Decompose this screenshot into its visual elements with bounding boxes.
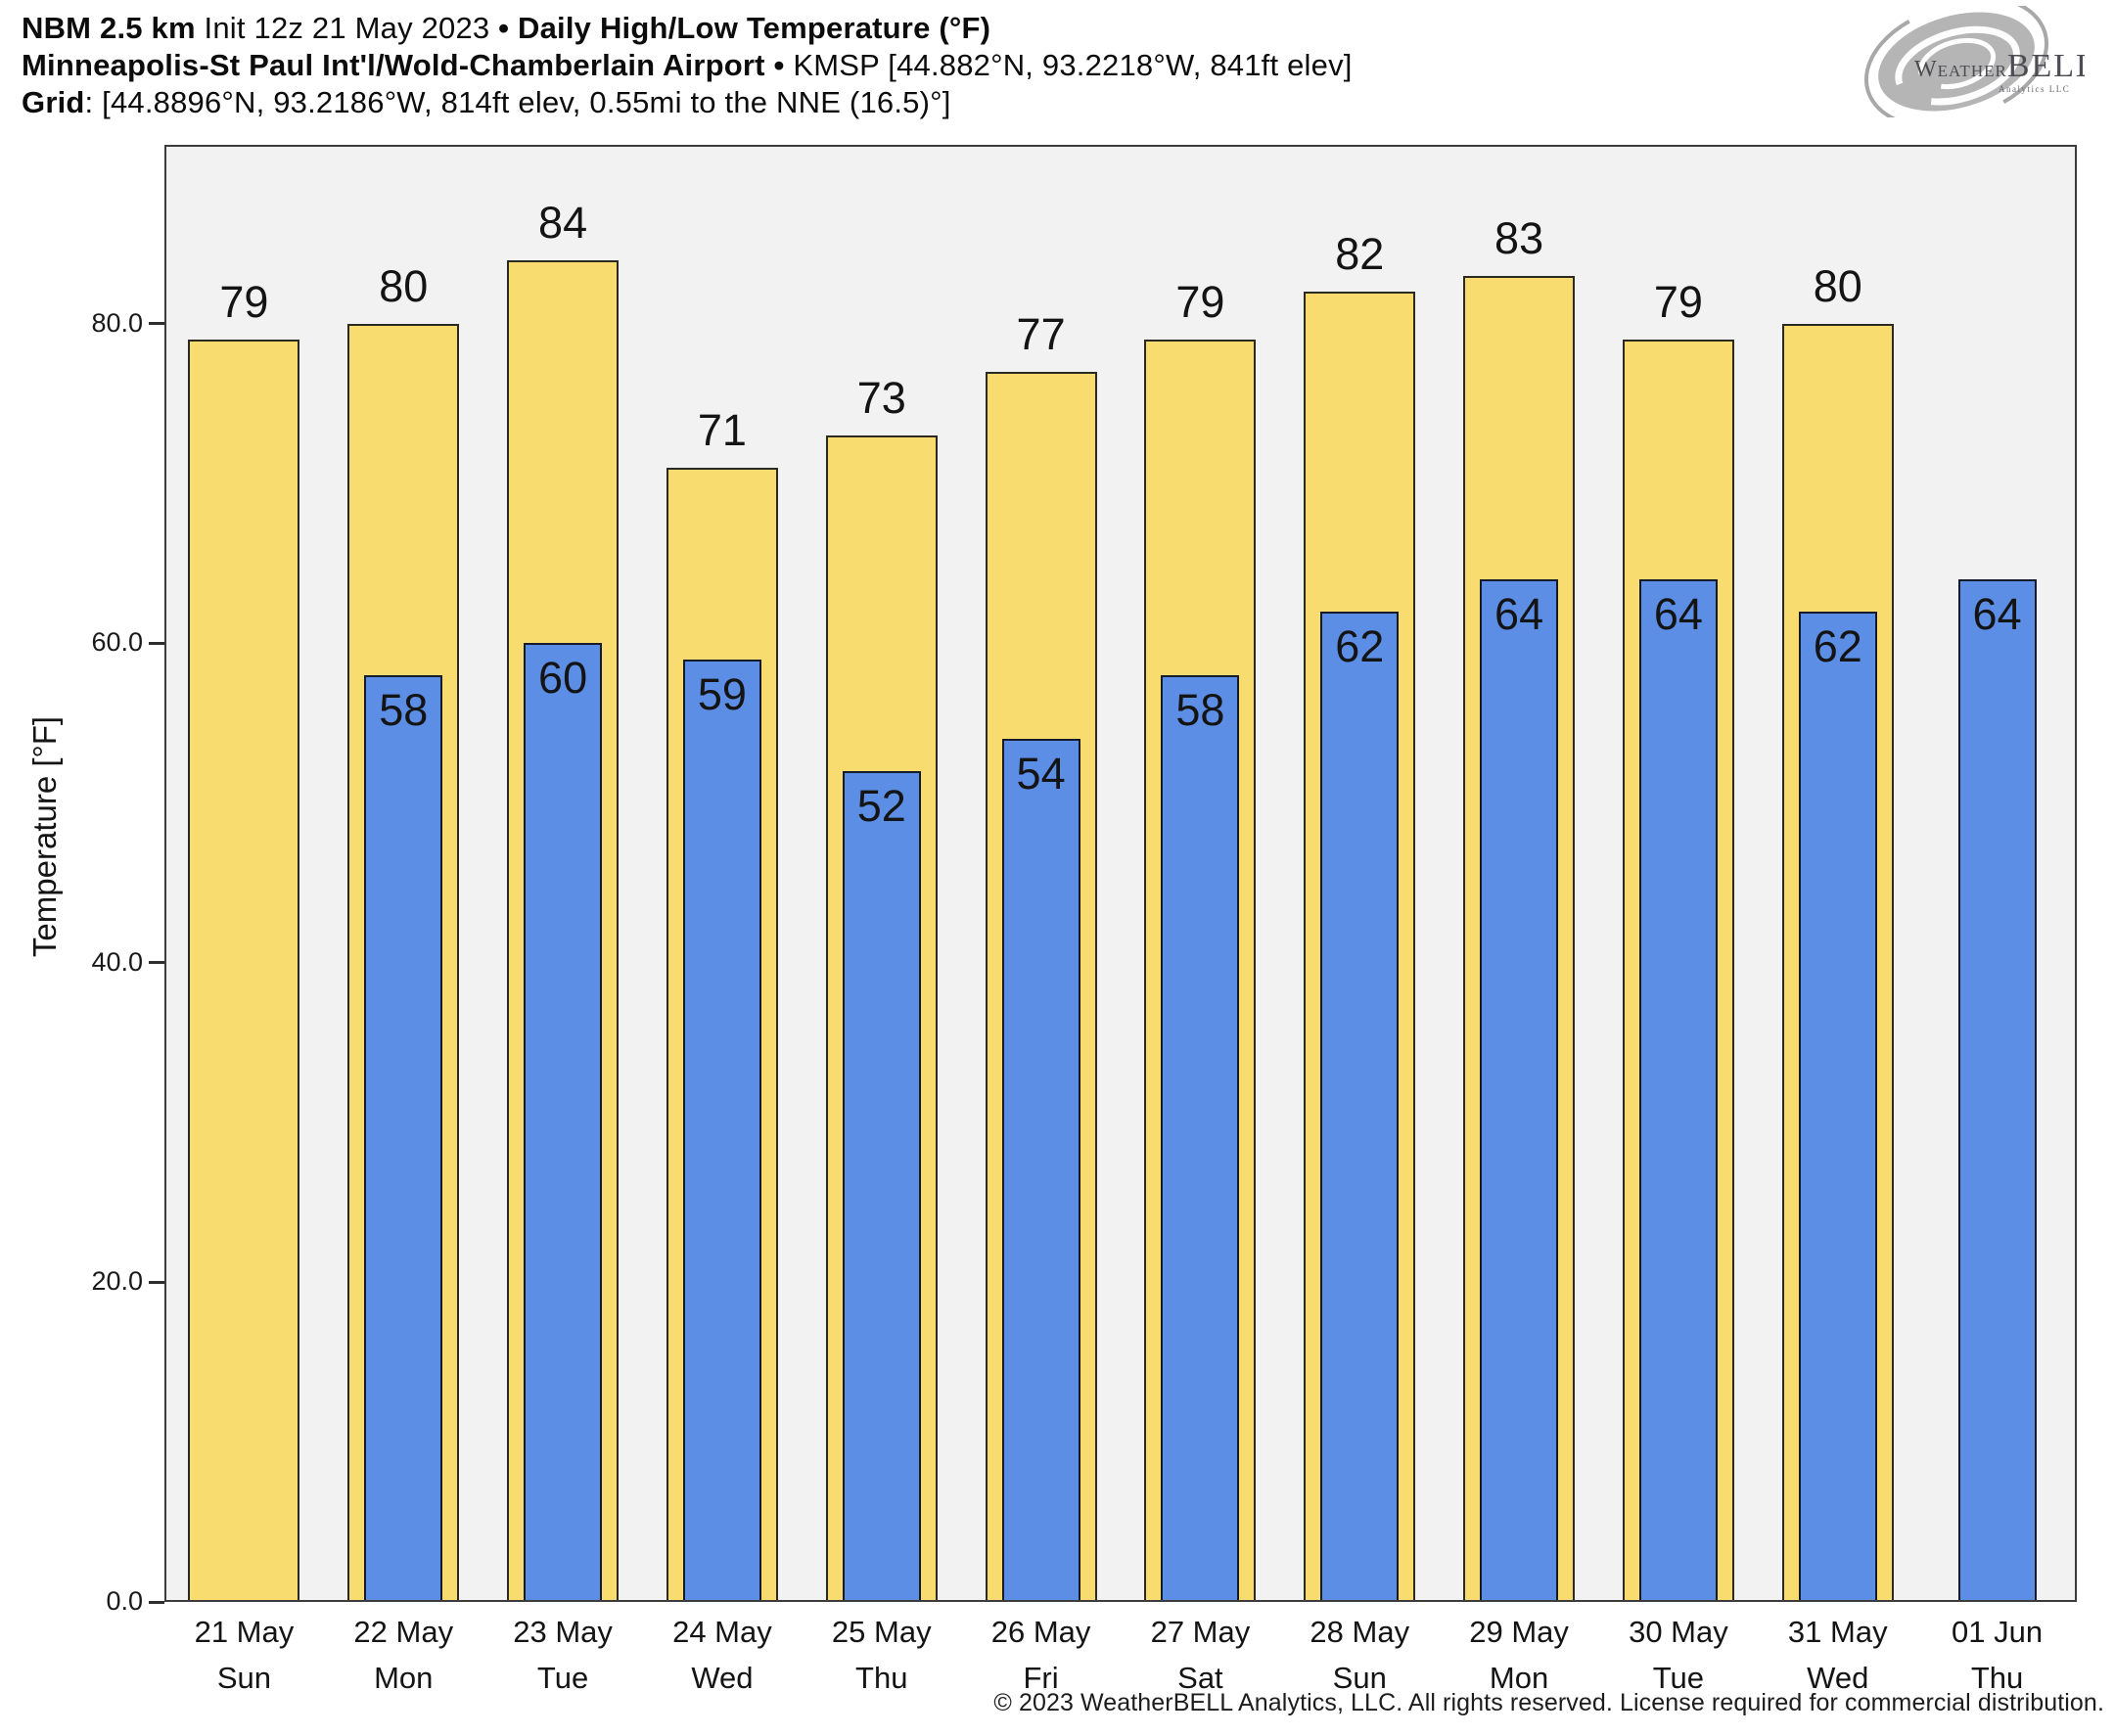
init-time: Init 12z 21 May 2023: [195, 11, 499, 45]
x-axis-date-label: 26 May: [990, 1615, 1091, 1649]
low-value-label: 58: [1175, 685, 1225, 736]
low-value-label: 64: [1494, 589, 1544, 640]
x-axis-date-label: 25 May: [831, 1615, 932, 1649]
x-axis-date-label: 23 May: [513, 1615, 613, 1649]
x-axis-date-label: 31 May: [1787, 1615, 1888, 1649]
y-tick-mark: [149, 1600, 164, 1604]
x-axis-date-label: 24 May: [672, 1615, 772, 1649]
model-name: NBM 2.5 km: [22, 11, 196, 45]
x-axis-date-label: 22 May: [353, 1615, 454, 1649]
x-axis-day-label: Fri: [1023, 1661, 1059, 1695]
hurricane-swirl-icon: [1863, 6, 2049, 117]
high-value-label: 79: [1175, 277, 1225, 328]
high-value-label: 73: [856, 373, 906, 424]
low-bar: [1161, 675, 1240, 1602]
low-bar: [842, 771, 921, 1602]
separator-dot: •: [764, 48, 794, 82]
y-tick-label: 60.0: [91, 627, 143, 658]
y-axis-title: Temperature [°F]: [26, 715, 63, 958]
low-bar: [364, 675, 443, 1602]
copyright-notice: © 2023 WeatherBELL Analytics, LLC. All r…: [993, 1689, 2104, 1716]
header-line-3: Grid: [44.8896°N, 93.2186°W, 814ft elev,…: [22, 84, 951, 121]
y-tick-label: 20.0: [91, 1266, 143, 1297]
weatherbell-logo: WeatherBELL Analytics LLC: [1863, 6, 2085, 117]
y-tick-mark: [149, 961, 164, 965]
low-value-label: 62: [1335, 620, 1385, 671]
low-value-label: 64: [1653, 589, 1703, 640]
x-axis-date-label: 01 Jun: [1952, 1615, 2044, 1649]
high-value-label: 82: [1335, 229, 1385, 280]
logo-text-weather: WeatherBELL: [1914, 48, 2085, 84]
x-axis-date-label: 27 May: [1150, 1615, 1251, 1649]
x-axis-day-label: Sun: [216, 1661, 271, 1695]
grid-details: : [44.8896°N, 93.2186°W, 814ft elev, 0.5…: [84, 85, 951, 119]
x-axis-day-label: Mon: [374, 1661, 434, 1695]
separator-dot: •: [498, 11, 510, 45]
header-line-1: NBM 2.5 km Init 12z 21 May 2023 • Daily …: [22, 10, 990, 47]
y-tick-mark: [149, 641, 164, 645]
y-tick-mark: [149, 322, 164, 326]
high-value-label: 77: [1016, 308, 1066, 359]
x-axis-day-label: Tue: [1652, 1661, 1705, 1695]
x-axis-day-label: Sat: [1177, 1661, 1223, 1695]
high-value-label: 79: [219, 277, 269, 328]
y-tick-mark: [149, 1280, 164, 1284]
low-bar: [682, 659, 761, 1602]
low-value-label: 59: [697, 668, 747, 719]
low-bar: [1638, 579, 1718, 1602]
low-value-label: 54: [1016, 749, 1066, 799]
plot-area: 79 80 58 84 60 71 59 73 52 77 54 79 58 82 62 83 64 79 64 80…: [164, 145, 2077, 1602]
logo-text-analytics: Analytics LLC: [1999, 84, 2070, 94]
x-axis-day-label: Mon: [1489, 1661, 1549, 1695]
high-bar: [188, 340, 300, 1602]
grid-label: Grid: [22, 85, 85, 119]
header-line-2: Minneapolis-St Paul Int'l/Wold-Chamberla…: [22, 47, 1353, 84]
y-tick-label: 40.0: [91, 946, 143, 977]
high-value-label: 71: [697, 404, 747, 455]
low-bar: [1320, 611, 1400, 1602]
low-bar: [524, 643, 603, 1602]
x-axis-date-label: 28 May: [1310, 1615, 1410, 1649]
x-axis-day-label: Wed: [1807, 1661, 1869, 1695]
low-value-label: 52: [856, 781, 906, 831]
low-value-label: 62: [1813, 620, 1862, 671]
low-value-label: 60: [538, 653, 588, 704]
high-value-label: 83: [1494, 212, 1544, 263]
x-axis-day-label: Tue: [536, 1661, 589, 1695]
high-value-label: 80: [379, 260, 429, 311]
x-axis-day-label: Wed: [691, 1661, 754, 1695]
y-tick-label: 0.0: [106, 1586, 143, 1616]
station-name: Minneapolis-St Paul Int'l/Wold-Chamberla…: [22, 48, 765, 82]
x-axis-day-label: Sun: [1332, 1661, 1387, 1695]
high-value-label: 79: [1653, 277, 1703, 328]
x-axis-day-label: Thu: [855, 1661, 908, 1695]
y-tick-label: 80.0: [91, 307, 143, 338]
x-axis-day-label: Thu: [1970, 1661, 2024, 1695]
chart-title: Daily High/Low Temperature (°F): [509, 11, 991, 45]
low-bar: [1798, 611, 1877, 1602]
station-details: KMSP [44.882°N, 93.2218°W, 841ft elev]: [793, 48, 1353, 82]
x-axis-date-label: 30 May: [1629, 1615, 1728, 1649]
low-value-label: 64: [1972, 589, 2022, 640]
high-value-label: 84: [538, 197, 588, 248]
x-axis-date-label: 21 May: [194, 1615, 295, 1649]
low-value-label: 58: [379, 685, 429, 736]
x-axis-date-label: 29 May: [1469, 1615, 1569, 1649]
low-bar: [1957, 579, 2037, 1602]
low-bar: [1001, 739, 1080, 1602]
low-bar: [1480, 579, 1559, 1602]
high-value-label: 80: [1813, 260, 1862, 311]
